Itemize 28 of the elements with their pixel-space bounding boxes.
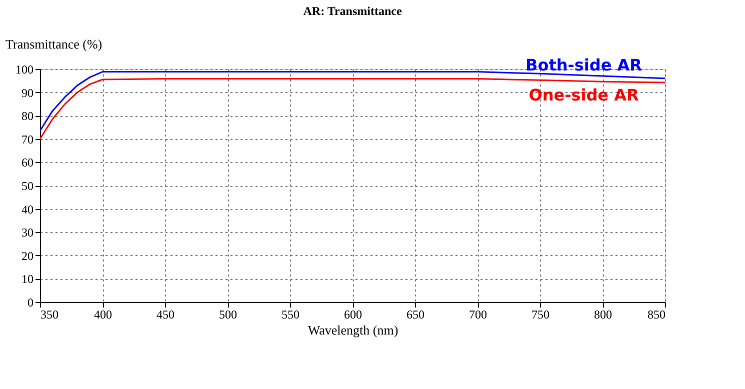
x-tick-label: 400 (94, 308, 112, 322)
x-tick-label: 500 (219, 308, 237, 322)
chart-title: AR: Transmittance (303, 4, 402, 18)
x-tick-label: 600 (344, 308, 362, 322)
y-tick-label: 50 (22, 179, 34, 193)
series-label: One-side AR (528, 86, 639, 105)
x-tick-label: 350 (40, 308, 58, 322)
x-tick-label: 800 (594, 308, 612, 322)
x-tick-label: 750 (532, 308, 550, 322)
x-tick-label: 650 (406, 308, 424, 322)
y-tick-label: 90 (22, 86, 34, 100)
y-tick-label: 100 (16, 62, 34, 76)
y-tick-label: 60 (22, 156, 34, 170)
y-tick-label: 30 (22, 226, 34, 240)
line-series (40, 78, 665, 140)
y-tick-label: 70 (22, 132, 34, 146)
y-axis-title: Transmittance (%) (6, 36, 102, 52)
x-tick-label: 450 (156, 308, 174, 322)
y-tick-label: 80 (22, 109, 34, 124)
y-tick-label: 10 (22, 272, 34, 286)
y-tick-label: 20 (22, 248, 34, 263)
x-axis-title: Wavelength (nm) (308, 322, 398, 338)
series-label: Both-side AR (526, 55, 642, 74)
x-tick-label: 700 (469, 308, 487, 322)
y-tick-label: 40 (22, 202, 34, 216)
x-tick-label: 850 (648, 308, 666, 322)
y-tick-label: 0 (28, 296, 34, 310)
x-tick-label: 550 (282, 308, 300, 322)
